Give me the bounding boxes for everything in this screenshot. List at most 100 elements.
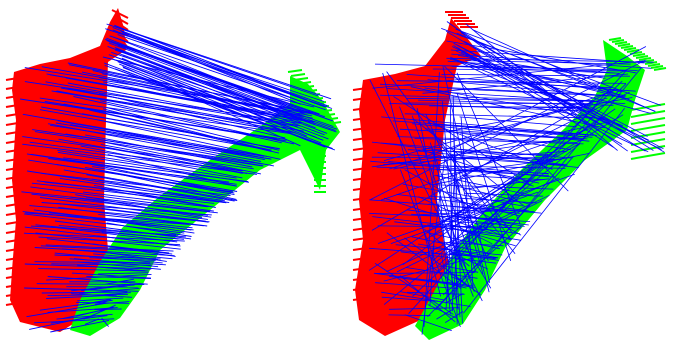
correspondence-line <box>383 143 580 305</box>
source-cloud-stripe <box>5 149 19 153</box>
correspondence-line <box>416 108 459 310</box>
correspondence-line <box>51 263 152 266</box>
correspondence-line <box>31 193 208 216</box>
source-cloud-stripe <box>5 266 19 270</box>
correspondence-line <box>35 232 181 250</box>
source-cloud-stripe <box>5 104 19 108</box>
target-cloud-stripe <box>635 55 649 59</box>
correspondence-line <box>446 40 637 74</box>
correspondence-line <box>436 83 627 273</box>
correspondence-line <box>102 141 261 175</box>
correspondence-line <box>23 213 185 234</box>
correspondence-line <box>459 116 577 128</box>
correspondence-line <box>22 136 254 170</box>
correspondence-line <box>86 275 151 280</box>
correspondence-line <box>413 165 566 169</box>
correspondence-line <box>117 34 333 109</box>
correspondence-line <box>429 195 538 204</box>
correspondence-line <box>75 306 114 317</box>
correspondence-line <box>56 90 285 133</box>
correspondence-line <box>469 58 630 100</box>
correspondence-line <box>465 23 618 151</box>
correspondence-line <box>34 131 263 167</box>
target-cloud-stripe <box>653 67 667 71</box>
correspondence-line <box>54 220 192 240</box>
source-cloud-stripe <box>5 221 19 225</box>
correspondence-line <box>445 97 633 133</box>
target-cloud-stripe <box>287 69 303 73</box>
correspondence-line <box>400 291 446 301</box>
correspondence-line <box>388 275 475 288</box>
correspondence-line <box>45 244 174 252</box>
correspondence-line <box>97 119 281 160</box>
correspondence-line <box>98 213 204 227</box>
correspondence-line <box>466 62 627 97</box>
correspondence-line <box>39 109 272 151</box>
correspondence-line <box>383 254 485 282</box>
correspondence-line <box>107 107 280 151</box>
source-cloud-stripe <box>352 147 368 151</box>
correspondence-line <box>122 55 328 134</box>
correspondence-line <box>94 308 122 310</box>
correspondence-line <box>41 291 128 294</box>
target-cloud-stripe <box>630 110 666 118</box>
source-cloud-stripe <box>5 248 19 252</box>
correspondence-line <box>406 291 465 295</box>
correspondence-line <box>69 196 212 218</box>
correspondence-line <box>106 222 192 237</box>
correspondence-line <box>85 134 253 168</box>
correspondence-line <box>22 211 194 231</box>
correspondence-line <box>50 319 109 333</box>
correspondence-line <box>54 252 163 264</box>
correspondence-line <box>436 175 532 196</box>
correspondence-line <box>81 113 280 150</box>
source-cloud-stripe <box>352 207 368 211</box>
correspondence-line <box>453 280 460 298</box>
correspondence-line <box>92 217 195 234</box>
correspondence-line <box>46 294 117 299</box>
correspondence-line <box>455 179 484 275</box>
correspondence-line <box>451 53 652 69</box>
correspondence-line <box>441 254 449 293</box>
correspondence-line <box>48 123 274 167</box>
correspondence-line <box>48 158 230 183</box>
correspondence-line <box>59 177 230 204</box>
source-cloud-stripe <box>5 140 19 144</box>
correspondence-line <box>122 66 301 147</box>
source-cloud-stripe <box>352 217 368 221</box>
correspondence-line <box>29 205 210 223</box>
correspondence-line <box>98 93 286 139</box>
target-cloud-stripe <box>293 77 309 81</box>
correspondence-line <box>99 169 237 200</box>
correspondence-line <box>457 60 651 114</box>
correspondence-line <box>432 153 590 186</box>
source-cloud-stripe <box>352 137 368 141</box>
correspondence-line <box>369 247 498 259</box>
source-cloud-stripe <box>5 131 19 135</box>
correspondence-line <box>38 268 147 272</box>
correspondence-line <box>418 150 579 168</box>
source-cloud-stripe <box>5 185 19 189</box>
source-cloud-stripe <box>352 167 368 171</box>
correspondence-line <box>371 156 549 159</box>
correspondence-line <box>451 252 489 270</box>
correspondence-line <box>56 313 113 320</box>
source-cloud-stripe <box>352 297 368 301</box>
correspondence-line <box>412 193 523 297</box>
correspondence-line <box>453 45 614 148</box>
correspondence-line <box>47 276 148 285</box>
target-cloud-stripe <box>296 81 312 85</box>
target-cloud-stripe <box>299 85 315 89</box>
correspondence-line <box>421 159 445 335</box>
correspondence-line <box>389 307 460 310</box>
correspondence-line <box>73 96 282 144</box>
correspondence-line <box>440 220 507 225</box>
correspondence-line <box>388 314 431 317</box>
target-cloud-stripe <box>620 45 634 49</box>
correspondence-line <box>429 142 477 272</box>
correspondence-line <box>89 257 156 261</box>
source-cloud-stripe <box>5 122 19 126</box>
correspondence-line <box>30 186 214 212</box>
source-cloud-stripe <box>352 257 368 261</box>
target-cloud-stripe <box>623 47 637 51</box>
